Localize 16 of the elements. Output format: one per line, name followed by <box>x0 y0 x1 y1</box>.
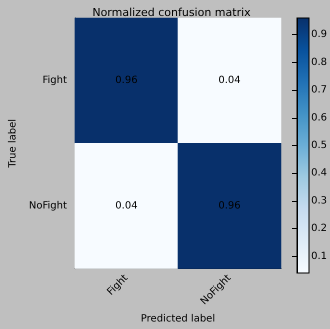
data-label: 0.04 <box>218 75 241 86</box>
y-axis-title: True label <box>8 118 18 169</box>
color-bar-label: 0.2 <box>311 223 328 234</box>
data-label: 0.96 <box>115 75 138 86</box>
x-axis-title: Predicted label <box>140 314 216 324</box>
color-bar-label: 0.1 <box>311 250 328 262</box>
color-bar-label: 0.5 <box>311 140 328 151</box>
color-bar-label: 0.8 <box>311 56 328 68</box>
color-bar-label: 0.4 <box>311 168 328 179</box>
color-bar-label: 0.9 <box>311 29 328 40</box>
data-label: 0.04 <box>115 200 138 212</box>
data-label: 0.96 <box>218 200 241 212</box>
color-bar-label: 0.7 <box>311 84 328 96</box>
chart-title: Normalized confusion matrix <box>92 6 252 19</box>
color-bar-label: 0.3 <box>311 195 328 206</box>
color-bar-label: 0.6 <box>311 112 328 124</box>
